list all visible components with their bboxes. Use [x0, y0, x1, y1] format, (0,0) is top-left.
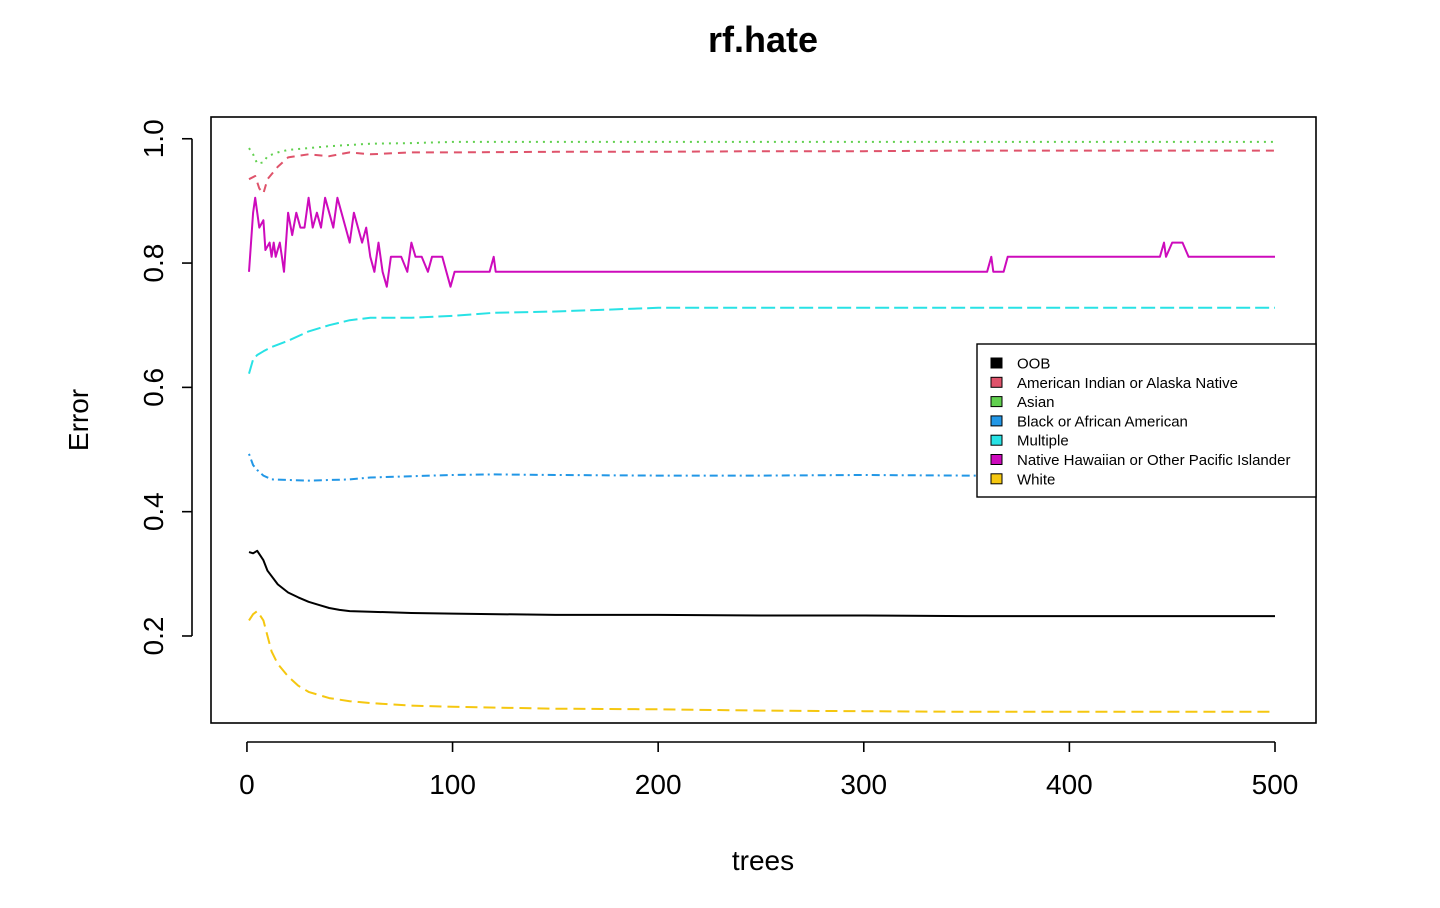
series-lines	[248, 140, 1275, 713]
y-axis: 0.2 0.4 0.6 0.8 1.0	[138, 119, 193, 656]
legend-label: White	[1017, 471, 1055, 488]
series-line-1	[248, 149, 1275, 195]
x-tick-label: 200	[635, 769, 682, 800]
series-line-0	[248, 549, 1275, 618]
legend-swatch	[990, 454, 1003, 465]
legend-swatch	[990, 473, 1003, 485]
legend-label: Native Hawaiian or Other Pacific Islande…	[1017, 452, 1290, 469]
y-tick-label: 0.8	[138, 244, 169, 283]
series-line-6	[248, 610, 1275, 713]
legend-label: Black or African American	[1017, 413, 1188, 430]
legend-swatch	[990, 376, 1003, 388]
y-tick-label: 1.0	[138, 119, 169, 158]
y-tick-label: 0.6	[138, 368, 169, 407]
x-tick-label: 500	[1252, 769, 1299, 800]
legend-label: Asian	[1017, 394, 1055, 411]
x-tick-label: 100	[429, 769, 476, 800]
legend: OOB American Indian or Alaska Native Asian…	[976, 343, 1317, 498]
x-axis-title: trees	[732, 845, 794, 876]
x-tick-label: 300	[840, 769, 887, 800]
legend-swatch	[990, 415, 1003, 427]
legend-label: American Indian or Alaska Native	[1017, 375, 1238, 392]
y-tick-label: 0.4	[138, 492, 169, 531]
y-axis-title: Error	[63, 389, 94, 451]
legend-label: OOB	[1017, 356, 1050, 373]
legend-swatch	[990, 357, 1003, 369]
legend-swatch	[990, 396, 1003, 408]
y-tick-label: 0.2	[138, 617, 169, 656]
series-line-5	[248, 196, 1275, 288]
legend-label: Multiple	[1017, 433, 1069, 450]
x-tick-label: 400	[1046, 769, 1093, 800]
series-line-2	[248, 140, 1275, 165]
chart-title: rf.hate	[708, 19, 818, 60]
x-axis: 0 100 200 300 400 500	[239, 741, 1299, 800]
x-tick-label: 0	[239, 769, 255, 800]
legend-swatch	[990, 434, 1003, 446]
legend-box	[976, 343, 1317, 498]
series-line-4	[248, 306, 1275, 374]
series-line-3	[248, 453, 1275, 482]
